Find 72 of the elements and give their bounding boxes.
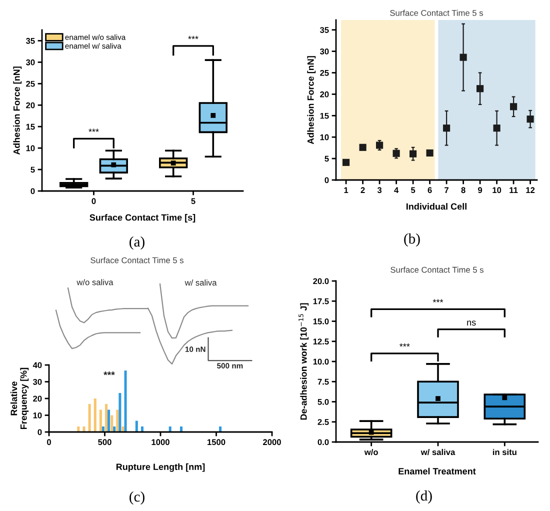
- text: (b): [404, 233, 420, 247]
- y-tick-label: 15: [26, 124, 35, 130]
- y-tick-label: 0.0: [318, 439, 329, 446]
- y-tick-label: 10: [33, 412, 42, 418]
- y-axis-title: Adhesion Force [nN]: [307, 56, 316, 144]
- y-tick-label: 10: [26, 145, 35, 152]
- y-tick-label: 10: [320, 134, 329, 140]
- y-tick-label: 20: [26, 102, 35, 108]
- annotation: w/o saliva: [76, 279, 114, 286]
- annotation: ***: [88, 128, 99, 132]
- x-tick-label: 1000: [152, 439, 170, 446]
- x-tick-label: 8: [461, 187, 466, 194]
- y-tick-label: 10.0: [313, 358, 329, 365]
- y-tick-label: 15.0: [313, 318, 329, 324]
- y-tick-label: 35: [320, 27, 329, 33]
- annotation: w/ saliva: [184, 279, 217, 286]
- x-tick-label: 7: [444, 187, 448, 193]
- annotation: ***: [432, 299, 444, 302]
- text: (a): [130, 236, 144, 250]
- annotation: ns: [467, 320, 476, 326]
- y-tick-label: 17.5: [313, 298, 329, 304]
- x-tick-label: w/o: [364, 448, 378, 456]
- x-tick-label: 4: [394, 187, 399, 193]
- y-tick-label: 7.5: [318, 378, 329, 385]
- chart-title: Surface Contact Time 5 s: [90, 257, 184, 264]
- y-tick-label: 30: [26, 59, 35, 66]
- chart-title: Surface Contact Time 5 s: [390, 266, 484, 273]
- x-tick-label: 0: [47, 439, 51, 446]
- x-tick-label: in situ: [492, 448, 516, 456]
- annotation: ***: [188, 36, 198, 40]
- x-tick-label: 10: [492, 187, 502, 194]
- x-axis-title: Individual Cell: [406, 203, 466, 210]
- annotation: ***: [400, 343, 410, 347]
- y-tick-label: 0: [324, 177, 329, 184]
- y-tick-label: 20: [320, 91, 329, 98]
- y-tick-label: 2.5: [318, 419, 329, 425]
- y-tick-label: 12.5: [313, 338, 329, 344]
- y-tick-label: 25: [320, 70, 329, 76]
- x-tick-label: 2: [360, 187, 365, 193]
- y-tick-label: 30: [320, 48, 329, 54]
- x-tick-label: 12: [526, 187, 535, 193]
- x-tick-label: 1: [344, 187, 348, 193]
- y-tick-label: 30: [32, 378, 42, 385]
- y-tick-label: 5: [30, 166, 35, 173]
- y-tick-label: 20: [33, 396, 42, 402]
- x-tick-label: 2000: [263, 439, 281, 446]
- y-tick-label: 5.0: [318, 398, 329, 405]
- y-tick-label: 5: [324, 156, 329, 162]
- x-axis-title: Surface Contact Time [s]: [90, 214, 196, 222]
- chart-title: Surface Contact Time 5 s: [390, 10, 483, 16]
- x-tick-label: 3: [377, 187, 382, 194]
- x-axis-title: Enamel Treatment: [398, 468, 476, 474]
- y-axis-title: Adhesion Force [nN]: [13, 66, 22, 155]
- y-tick-label: 25: [26, 80, 35, 87]
- annotation: ***: [104, 372, 115, 376]
- x-tick-label: w/ saliva: [420, 448, 456, 456]
- y-tick-label: 35: [26, 38, 35, 44]
- text: (d): [416, 490, 432, 504]
- y-axis-title: Relative Frequency [%]: [10, 368, 29, 429]
- x-tick-label: 500: [98, 439, 112, 446]
- x-tick-label: 11: [510, 187, 518, 193]
- text: (c): [130, 491, 144, 505]
- x-tick-label: 5: [410, 187, 416, 194]
- x-tick-label: 6: [428, 187, 432, 194]
- x-axis-title: Rupture Length [nm]: [116, 463, 205, 472]
- x-tick-label: 1500: [208, 439, 226, 446]
- y-tick-label: 20.0: [313, 278, 329, 284]
- y-tick-label: 15: [320, 112, 329, 119]
- x-tick-label: 9: [478, 187, 482, 194]
- y-axis-title: De-adhesion work [10$^{−15}$ J]: [298, 303, 309, 420]
- y-tick-label: 40: [32, 362, 42, 368]
- y-tick-label: 0: [38, 429, 42, 436]
